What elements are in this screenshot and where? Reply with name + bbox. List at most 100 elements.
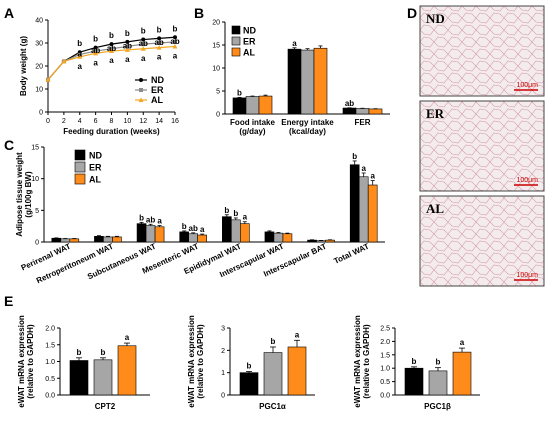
a-sig-bot: a: [141, 54, 146, 63]
c-sig-letter: a: [361, 164, 366, 173]
a-sig-top: b: [141, 27, 146, 36]
c-legend-label-nd: ND: [89, 151, 102, 161]
c-legend-label-al: AL: [89, 175, 101, 185]
c-legend-swatch-nd: [74, 149, 86, 161]
a-sig-top: b: [173, 24, 178, 33]
a-point-al: [156, 45, 162, 50]
a-x-tick-label: 12: [139, 118, 147, 125]
histology-label-nd: ND: [426, 11, 445, 26]
c-y-tick-label: 0: [35, 240, 39, 247]
e-gene-label: CPT2: [95, 402, 116, 411]
c-bar-nd: [179, 231, 189, 243]
a-sig-mid: ab: [170, 37, 179, 46]
b-x-category-label: FER: [355, 118, 371, 127]
a-sig-top: b: [125, 29, 130, 38]
panel-label-d: D: [407, 5, 417, 21]
a-x-tick-label: 16: [171, 118, 179, 125]
a-y-tick-label: 20: [35, 64, 43, 71]
b-x-category-label: Food intake (g/day): [230, 118, 275, 136]
e-y-tick-label: 0.5: [380, 379, 390, 386]
e-y-tick-label: 0.5: [45, 376, 55, 383]
e-bar-al: [452, 351, 472, 396]
histology-label-er: ER: [426, 106, 445, 121]
c-bar-nd: [136, 223, 147, 243]
a-point-al: [45, 77, 51, 82]
c-sig-letter: b: [233, 209, 238, 218]
e-sig-letter: b: [101, 348, 106, 357]
e-y-axis-label: eWAT mRNA expression(relative to GAPDH): [17, 315, 35, 408]
c-bar-al: [154, 226, 165, 243]
histology-image-nd: [419, 5, 545, 97]
c-sig-letter: b: [139, 213, 144, 222]
a-sig-bot: a: [173, 51, 178, 60]
e-bar-nd: [69, 360, 89, 396]
e-sig-letter: a: [295, 330, 300, 339]
b-sig-letter: b: [237, 88, 242, 97]
b-bar-er: [355, 108, 370, 115]
b-bar-nd: [342, 107, 357, 115]
e-y-tick-label: 0: [221, 393, 225, 400]
e-bar-al: [287, 346, 307, 396]
panel-label-a: A: [4, 5, 14, 21]
e-gene-label: PGC1β: [424, 402, 451, 411]
a-sig-bot: a: [93, 58, 98, 67]
c-bar-er: [231, 219, 241, 243]
a-x-axis-label: Feeding duration (weeks): [63, 127, 160, 136]
a-legend-label-er: ER: [151, 85, 164, 95]
e-y-tick-label: 3: [221, 326, 225, 333]
b-bar-nd: [287, 48, 302, 115]
a-point-al: [124, 47, 130, 52]
a-y-axis-label: Body weight (g): [19, 36, 28, 96]
c-bar-er: [103, 236, 113, 243]
histology-image-er: [419, 100, 545, 192]
a-point-al: [172, 43, 178, 49]
b-bar-al: [258, 95, 273, 115]
a-sig-mid: ab: [123, 41, 132, 50]
a-point-nd: [93, 45, 98, 50]
e-bar-er: [263, 352, 283, 396]
c-bar-al: [69, 238, 80, 243]
a-point-er: [173, 39, 177, 44]
a-point-nd: [125, 39, 130, 44]
a-sig-bot: a: [157, 53, 162, 62]
e-bar-er: [93, 359, 113, 396]
c-bar-al: [240, 223, 250, 243]
a-sig-top: b: [109, 31, 114, 40]
e-y-tick-label: 0.0: [45, 393, 55, 400]
a-y-tick-label: 30: [35, 41, 43, 48]
a-x-tick-label: 8: [110, 118, 114, 125]
c-sig-letter: b: [224, 206, 229, 215]
panel-label-b: B: [194, 5, 204, 21]
b-y-tick-label: 10: [212, 66, 220, 73]
c-bar-nd: [51, 237, 62, 243]
c-legend-label-er: ER: [89, 163, 102, 173]
c-y-tick-label: 15: [31, 145, 39, 152]
b-legend-swatch-al: [231, 47, 241, 57]
a-sig-mid: a: [78, 50, 83, 59]
e-y-tick-label: 1.0: [45, 359, 55, 366]
a-sig-bot: a: [78, 62, 83, 71]
c-x-category-label: Retroperitoneum WAT: [35, 242, 115, 286]
a-sig-top: b: [157, 25, 162, 34]
e-y-axis-label: eWAT mRNA expression(relative to GAPDH): [187, 315, 205, 408]
e-sig-letter: b: [77, 348, 82, 357]
e-bar-nd: [404, 367, 424, 396]
b-legend-label-al: AL: [243, 48, 255, 58]
a-point-al: [109, 48, 114, 54]
c-bar-nd: [264, 231, 275, 243]
a-legend-label-nd: ND: [151, 75, 164, 85]
c-legend-swatch-er: [74, 161, 86, 173]
a-sig-mid: ab: [139, 39, 148, 48]
e-sig-letter: b: [412, 357, 417, 366]
a-point-al: [61, 58, 67, 64]
a-sig-mid: ab: [107, 44, 116, 53]
a-x-tick-label: 10: [123, 118, 131, 125]
a-legend-marker: [139, 88, 143, 92]
a-sig-mid: ab: [154, 38, 163, 47]
a-x-tick-label: 14: [155, 118, 163, 125]
panel-label-e: E: [4, 293, 13, 309]
scale-bar-label: 100μm: [516, 82, 538, 89]
c-sig-letter: b: [182, 222, 187, 231]
a-legend-label-al: AL: [151, 95, 163, 105]
